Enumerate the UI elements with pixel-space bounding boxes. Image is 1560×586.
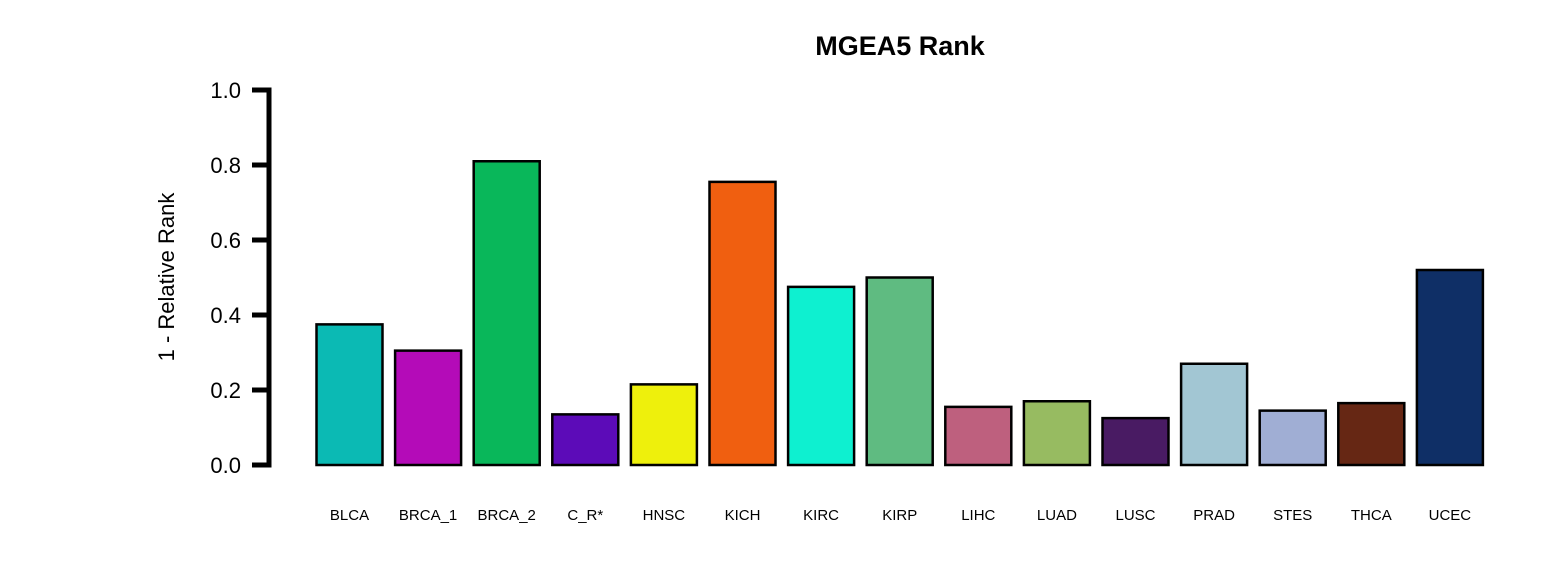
bar-lusc [1101,416,1170,467]
y-tick-label: 0.2 [210,378,241,403]
bar-kich [708,180,777,467]
bar-brca-1 [393,349,463,467]
x-tick-label: BRCA_2 [478,507,536,524]
bar-stes [1258,409,1327,467]
x-tick-label: UCEC [1429,507,1472,524]
x-tick-labels: BLCA BRCA_1 BRCA_2 C_R* HNSC KICH KIRC KIRP LIHC… [330,507,1471,524]
x-tick-label: LUSC [1115,507,1155,524]
bar-c-r [551,413,620,467]
bars-group [315,160,1485,467]
bar-blca [315,323,384,467]
x-tick-label: PRAD [1193,507,1235,524]
y-tick-label: 1.0 [210,78,241,103]
x-tick-label: KIRP [882,507,917,524]
x-tick-label: HNSC [643,507,686,524]
y-tick-label: 0.4 [210,303,241,328]
bar-prad [1179,362,1249,467]
y-axis: 0.0 0.2 0.4 0.6 0.8 1.0 [210,78,272,478]
x-tick-label: THCA [1351,507,1392,524]
bar-luad [1022,400,1092,467]
y-axis-label: 1 - Relative Rank [154,192,179,362]
bar-brca-2 [472,160,541,467]
x-tick-label: BRCA_1 [399,507,457,524]
y-tick-label: 0.6 [210,228,241,253]
chart-title: MGEA5 Rank [815,31,986,61]
bar-lihc [944,405,1013,467]
x-tick-label: BLCA [330,507,369,524]
y-tick-label: 0.0 [210,453,241,478]
x-tick-label: LUAD [1037,507,1077,524]
bar-thca [1337,401,1406,467]
x-tick-label: KICH [725,507,761,524]
bar-kirc [786,285,856,467]
bar-kirp [865,276,934,467]
x-tick-label: C_R* [567,507,603,524]
x-tick-label: KIRC [803,507,839,524]
bar-hnsc [629,383,699,467]
x-tick-label: LIHC [961,507,995,524]
x-tick-label: STES [1273,507,1312,524]
bar-ucec [1415,268,1485,467]
y-tick-label: 0.8 [210,153,241,178]
